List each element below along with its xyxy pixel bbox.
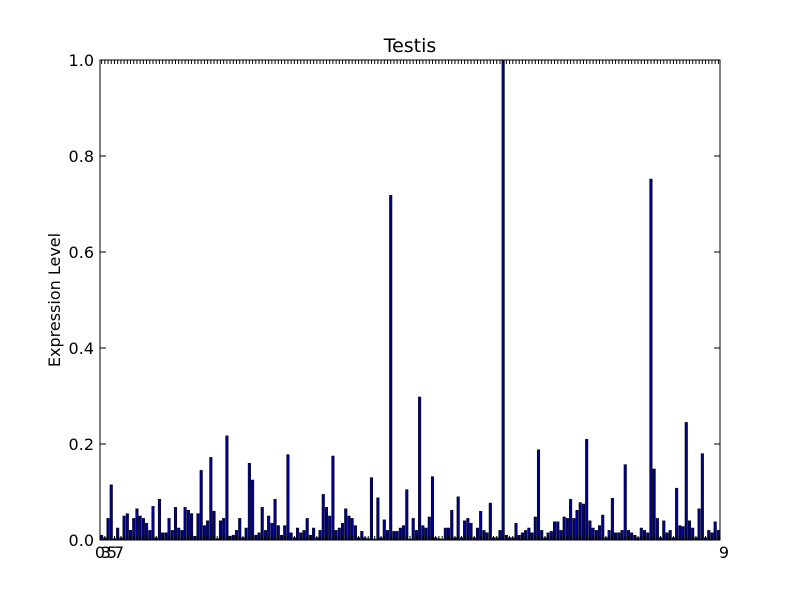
bar-179 [675,487,679,541]
y-tick-label-5: 1.0 [69,51,94,70]
bar-72 [331,455,335,541]
bar-70 [324,507,329,541]
bar-16 [151,506,155,541]
x-tick-label-4: 9 [719,543,729,562]
bar-118 [479,510,483,541]
bar-136 [536,449,541,541]
y-tick-label-0: 0.0 [69,531,94,550]
bar-187 [700,453,704,541]
bar-109 [450,509,454,541]
bar-18 [157,498,161,541]
y-axis-label: Expression Level [45,233,64,367]
bar-172 [652,468,656,541]
bar-46 [247,462,251,541]
x-tick-label-3: 7 [114,543,124,562]
y-tick-label-1: 0.2 [69,435,94,454]
y-tick-label-2: 0.4 [69,339,94,358]
bar-186 [697,508,701,541]
bar-121 [488,502,492,541]
bar-76 [344,508,348,541]
bar-103 [430,476,435,541]
bar-148 [575,509,579,541]
bar-171 [649,178,653,541]
bar-69 [321,494,325,541]
bar-35 [212,510,216,541]
bar-39 [225,435,229,541]
bar-151 [585,438,589,541]
bar-54 [273,498,277,541]
bar-163 [623,464,627,541]
x-tick-label-1: 3 [101,543,111,562]
y-tick-label-3: 0.6 [69,243,94,262]
x-tick-label-2: 5 [107,543,117,562]
bar-3 [109,484,113,541]
bar-86 [376,497,380,541]
bar-150 [581,503,586,541]
bar-31 [199,470,203,541]
bar-146 [569,498,573,541]
bar-84 [369,477,373,541]
bar-182 [684,422,688,541]
bar-50 [260,507,264,541]
bar-159 [610,497,614,541]
plot-frame [99,59,721,541]
bar-95 [405,489,409,541]
bar-26 [183,507,187,541]
x-tick-label-0: 0 [95,543,105,562]
bar-90 [389,195,393,541]
bar-11 [135,508,139,541]
bar-23 [173,507,178,541]
bar-125 [501,59,505,541]
chart-title: Testis [383,35,437,57]
bar-47 [251,479,255,541]
y-tick-label-4: 0.8 [69,147,94,166]
bar-58 [286,454,290,541]
bar-99 [418,396,422,541]
bar-34 [209,457,213,541]
bar-111 [456,496,460,541]
bar-27 [186,509,190,541]
bar-149 [578,502,582,541]
